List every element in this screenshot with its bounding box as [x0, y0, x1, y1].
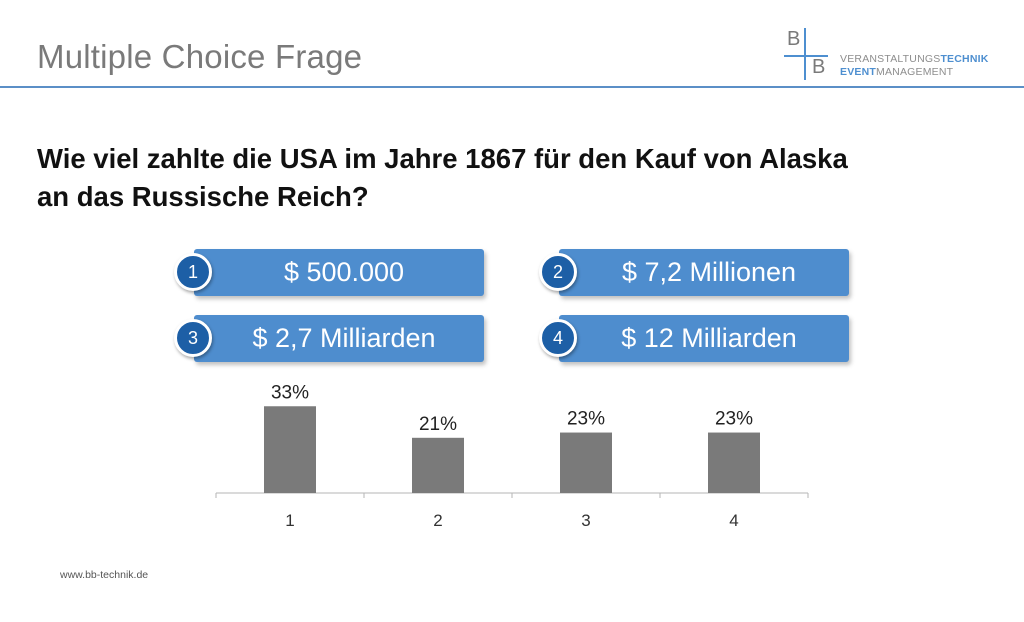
- data-label-4: 23%: [715, 409, 753, 430]
- x-tick-label-1: 1: [285, 511, 294, 530]
- answer-option-2[interactable]: 2 $ 7,2 Millionen: [539, 249, 849, 296]
- x-tick-label-2: 2: [433, 511, 442, 530]
- x-tick-label-4: 4: [729, 511, 738, 530]
- bar-2: [412, 437, 464, 493]
- logo-horizontal-line: [784, 55, 828, 57]
- question-line-2: an das Russische Reich?: [37, 181, 369, 212]
- company-logo: B B VERANSTALTUNGSTECHNIK EVENTMANAGEMEN…: [784, 28, 1009, 82]
- footer-url: www.bb-technik.de: [60, 569, 149, 581]
- bar-4: [708, 432, 760, 493]
- answer-option-3[interactable]: 3 $ 2,7 Milliarden: [174, 315, 484, 362]
- question: Wie viel zahlte die USA im Jahre 1867 fü…: [37, 140, 937, 216]
- logo-text-event: EVENT: [840, 66, 877, 78]
- results-bar-chart: 33% 1 21% 2 23% 3 23% 4: [215, 382, 809, 530]
- answer-number-badge: 4: [539, 319, 577, 357]
- title-rule: [0, 86, 1024, 88]
- slide-title: Multiple Choice Frage: [37, 38, 363, 75]
- bar-3: [560, 432, 612, 493]
- answer-label: $ 7,2 Millionen: [621, 257, 797, 287]
- data-label-3: 23%: [567, 409, 605, 430]
- x-tick-label-3: 3: [581, 511, 590, 530]
- logo-wordmark-line2: EVENTMANAGEMENT: [840, 66, 953, 78]
- data-label-1: 33%: [271, 382, 309, 403]
- answer-label: $ 2,7 Milliarden: [252, 323, 436, 353]
- answer-number-badge: 3: [174, 319, 212, 357]
- logo-text-veranstaltungs: VERANSTALTUNGS: [840, 53, 941, 65]
- logo-letter-top: B: [787, 28, 801, 50]
- data-label-2: 21%: [419, 414, 457, 435]
- answer-label: $ 500.000: [283, 257, 405, 287]
- logo-wordmark-line1: VERANSTALTUNGSTECHNIK: [840, 53, 989, 65]
- logo-letter-bottom: B: [812, 56, 826, 78]
- logo-text-technik: TECHNIK: [940, 53, 989, 65]
- bar-1: [264, 406, 316, 493]
- answer-option-4[interactable]: 4 $ 12 Milliarden: [539, 315, 849, 362]
- answer-option-1[interactable]: 1 $ 500.000: [174, 249, 484, 296]
- answer-number-badge: 2: [539, 253, 577, 291]
- answer-number-badge: 1: [174, 253, 212, 291]
- answer-label: $ 12 Milliarden: [621, 323, 797, 353]
- question-line-1: Wie viel zahlte die USA im Jahre 1867 fü…: [37, 143, 848, 174]
- logo-vertical-line: [804, 28, 806, 80]
- logo-text-management: MANAGEMENT: [876, 66, 954, 78]
